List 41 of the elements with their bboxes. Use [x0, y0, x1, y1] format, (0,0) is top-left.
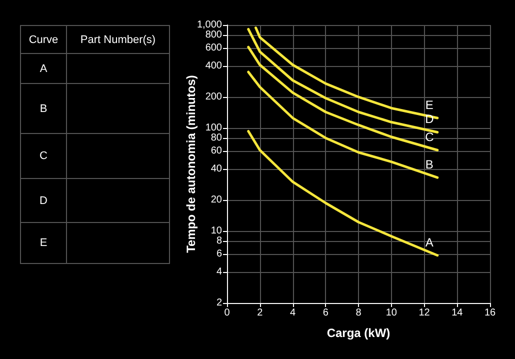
y-tick-label: 20 [210, 194, 222, 206]
text: A [20, 54, 66, 84]
x-tick-label: 14 [452, 308, 464, 318]
y-tick-label: 200 [205, 91, 222, 102]
y-tick-label: 60 [210, 145, 222, 156]
x-tick-label: 4 [290, 308, 296, 318]
y-tick-label: 2 [216, 298, 222, 308]
text: Curve [20, 26, 66, 54]
x-tick-label: 16 [484, 308, 496, 318]
line-series [247, 28, 439, 134]
line-series [247, 46, 439, 152]
series-label: C [425, 130, 434, 144]
series-label: A [425, 235, 434, 250]
x-tick-label: 12 [418, 308, 430, 318]
text: D [20, 178, 66, 222]
line-series [247, 130, 439, 257]
y-tick-label: 10 [210, 226, 222, 237]
x-tick-label: 0 [224, 308, 230, 318]
x-axis-title: Carga (kW) [326, 326, 390, 340]
x-tick-label: 2 [257, 308, 264, 318]
text: Part Number(s) [66, 26, 170, 54]
series-label: E [425, 98, 434, 112]
text: E [20, 222, 66, 264]
y-axis-title: Tempo de autonomia (minutos) [184, 75, 198, 253]
x-tick-label: 8 [356, 308, 362, 318]
line-series [247, 70, 439, 179]
y-tick-label: 80 [210, 132, 222, 144]
y-tick-label: 100 [205, 122, 222, 134]
x-tick-label: 10 [386, 308, 398, 318]
y-tick-label: 6 [216, 248, 222, 260]
y-tick-label: 40 [210, 163, 222, 174]
text: C [20, 134, 66, 178]
text: B [20, 84, 66, 134]
series-label: B [425, 158, 434, 172]
x-tick-label: 6 [322, 308, 329, 318]
y-tick-label: 800 [205, 29, 222, 40]
y-tick-label: 8 [216, 235, 222, 246]
y-tick-label: 400 [205, 60, 222, 72]
y-tick-label: 4 [216, 266, 222, 278]
y-tick-label: 1,000 [196, 20, 222, 30]
y-tick-label: 600 [205, 42, 222, 54]
